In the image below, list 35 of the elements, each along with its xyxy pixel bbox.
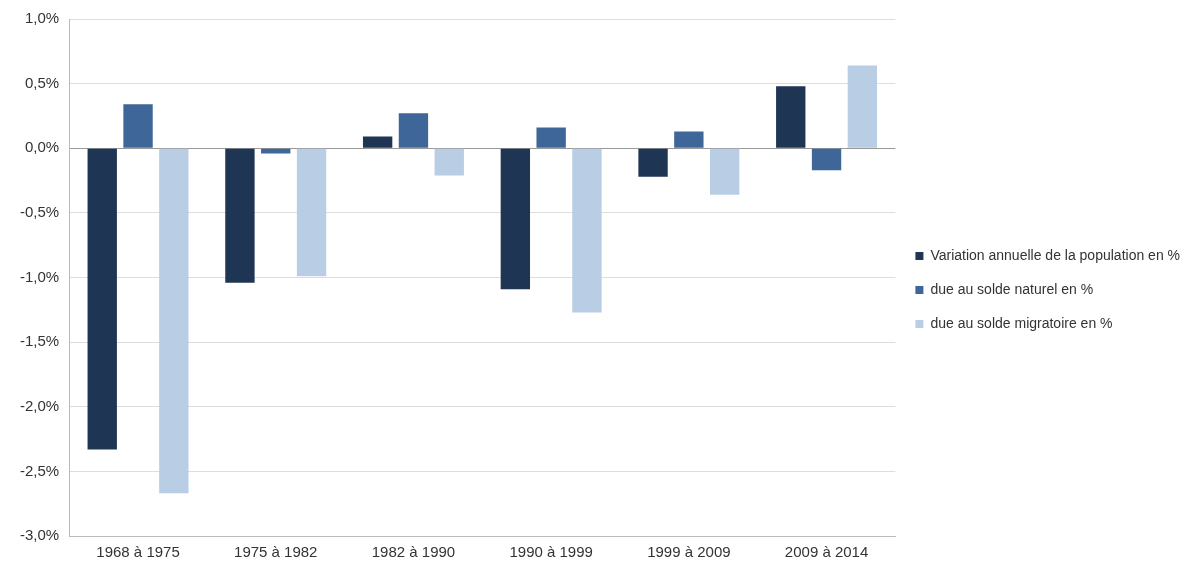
- y-tick-label: -1,0%: [20, 267, 60, 285]
- bar: [123, 104, 153, 148]
- bar: [536, 127, 566, 148]
- y-tick-label: 0,5%: [24, 73, 60, 91]
- bar: [847, 65, 878, 148]
- legend-label: Variation annuelle de la population en %: [930, 246, 1180, 263]
- y-tick-label: -2,5%: [20, 461, 60, 479]
- bar: [811, 148, 842, 171]
- x-tick-label: 1990 à 1999: [509, 543, 593, 561]
- y-tick-label: -1,5%: [20, 332, 60, 350]
- bar: [87, 148, 117, 450]
- bar: [159, 148, 189, 494]
- x-tick-label: 1975 à 1982: [234, 543, 318, 561]
- y-tick-label: 0,0%: [24, 138, 60, 156]
- bar: [296, 148, 327, 277]
- x-tick-label: 2009 à 2014: [784, 543, 869, 561]
- bar: [776, 86, 806, 148]
- bar: [572, 148, 602, 313]
- legend-label: due au solde migratoire en %: [930, 314, 1113, 331]
- y-tick-label: 1,0%: [24, 9, 60, 27]
- bar: [434, 148, 464, 176]
- bar: [500, 148, 531, 290]
- y-tick-label: -3,0%: [20, 526, 60, 544]
- bar: [674, 131, 704, 148]
- x-tick-label: 1968 à 1975: [96, 543, 180, 561]
- x-tick-label: 1982 à 1990: [371, 543, 456, 561]
- legend-label: due au solde naturel en %: [930, 280, 1094, 297]
- y-tick-label: -0,5%: [20, 203, 60, 221]
- bar: [638, 148, 668, 177]
- y-tick-label: -2,0%: [20, 396, 60, 414]
- bar: [709, 148, 740, 195]
- bar: [362, 136, 393, 148]
- bar: [225, 148, 255, 283]
- x-tick-label: 1999 à 2009: [647, 543, 731, 561]
- bar: [398, 113, 429, 148]
